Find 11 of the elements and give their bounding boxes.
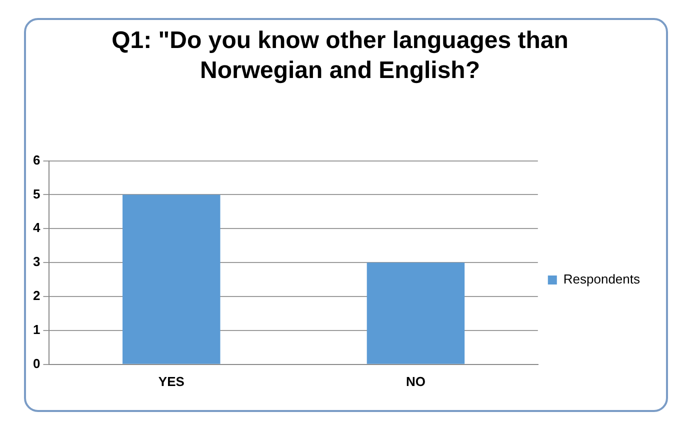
x-tick-label: NO xyxy=(406,374,426,389)
x-tick-label: YES xyxy=(158,374,185,389)
y-tick-label: 1 xyxy=(32,322,40,338)
y-tick-label: 2 xyxy=(32,288,40,304)
y-tick-label: 5 xyxy=(32,186,40,202)
chart-title: Q1: "Do you know other languages than Norwegian and English? xyxy=(110,26,570,86)
legend-label: Respondents xyxy=(563,272,640,287)
y-tick-label: 6 xyxy=(32,152,40,168)
y-tick-label: 4 xyxy=(32,220,41,236)
y-tick-label: 0 xyxy=(32,356,40,371)
y-tick-label: 3 xyxy=(32,254,40,270)
